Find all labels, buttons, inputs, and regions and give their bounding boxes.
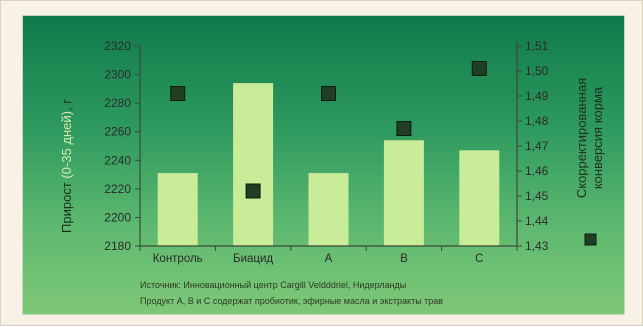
y-tick-label: 2260 bbox=[104, 125, 131, 139]
bar bbox=[157, 173, 198, 246]
markers bbox=[170, 61, 487, 199]
product-note: Продукт A, B и C содержат пробиотик, эфи… bbox=[140, 296, 443, 306]
bar bbox=[233, 83, 274, 246]
y2-axis-label-line1: Скорректированная bbox=[574, 78, 589, 198]
source-note: Источник: Инновационный центр Cargill Ve… bbox=[140, 280, 406, 290]
y2-tick-label: 1,49 bbox=[525, 89, 549, 103]
y-tick-label: 2300 bbox=[104, 68, 131, 82]
y2-tick-label: 1,48 bbox=[525, 114, 549, 128]
bar bbox=[383, 140, 424, 246]
y-tick-label: 2180 bbox=[104, 239, 131, 253]
y2-tick-label: 1,45 bbox=[525, 189, 549, 203]
x-tick-label: C bbox=[475, 253, 483, 265]
y-tick-label: 2320 bbox=[104, 39, 131, 53]
y-axis-label-suffix: , г bbox=[59, 99, 74, 111]
x-tick-label: A bbox=[325, 253, 333, 265]
y2-tick-label: 1,50 bbox=[525, 64, 549, 78]
conversion-marker bbox=[245, 183, 261, 199]
bars bbox=[157, 83, 500, 246]
y-tick-label: 2220 bbox=[104, 182, 131, 196]
x-tick-label: Контроль bbox=[153, 253, 203, 265]
y2-tick-label: 1,51 bbox=[525, 39, 549, 53]
y2-tick-label: 1,44 bbox=[525, 214, 549, 228]
y2-axis-label-line2: конверсия корма bbox=[590, 86, 605, 189]
y2-tick-label: 1,46 bbox=[525, 164, 549, 178]
conversion-marker bbox=[321, 86, 336, 101]
y-axis-label-paren: (0-35 дней) bbox=[59, 111, 74, 179]
y2-tick-label: 1,47 bbox=[525, 139, 549, 153]
axes: 2180 2200 2220 2240 2260 2280 2300 2320 1,43 1,44… bbox=[104, 39, 548, 265]
y-tick-label: 2200 bbox=[104, 210, 131, 224]
x-tick-label: Биацид bbox=[233, 253, 273, 265]
y2-tick-label: 1,43 bbox=[525, 239, 549, 253]
chart-panel bbox=[22, 15, 625, 315]
y-axis-label-prefix: Прирост bbox=[59, 179, 74, 233]
x-tick-label: B bbox=[400, 253, 408, 265]
y-tick-label: 2280 bbox=[104, 96, 131, 110]
y-tick-label: 2240 bbox=[104, 153, 131, 167]
bar bbox=[459, 150, 500, 246]
conversion-marker bbox=[396, 121, 412, 136]
conversion-marker bbox=[471, 61, 487, 76]
legend-square-marker-icon bbox=[584, 233, 597, 246]
y-axis-label: Прирост (0-35 дней), г bbox=[59, 99, 74, 233]
bar bbox=[308, 173, 349, 246]
conversion-marker bbox=[170, 86, 186, 101]
